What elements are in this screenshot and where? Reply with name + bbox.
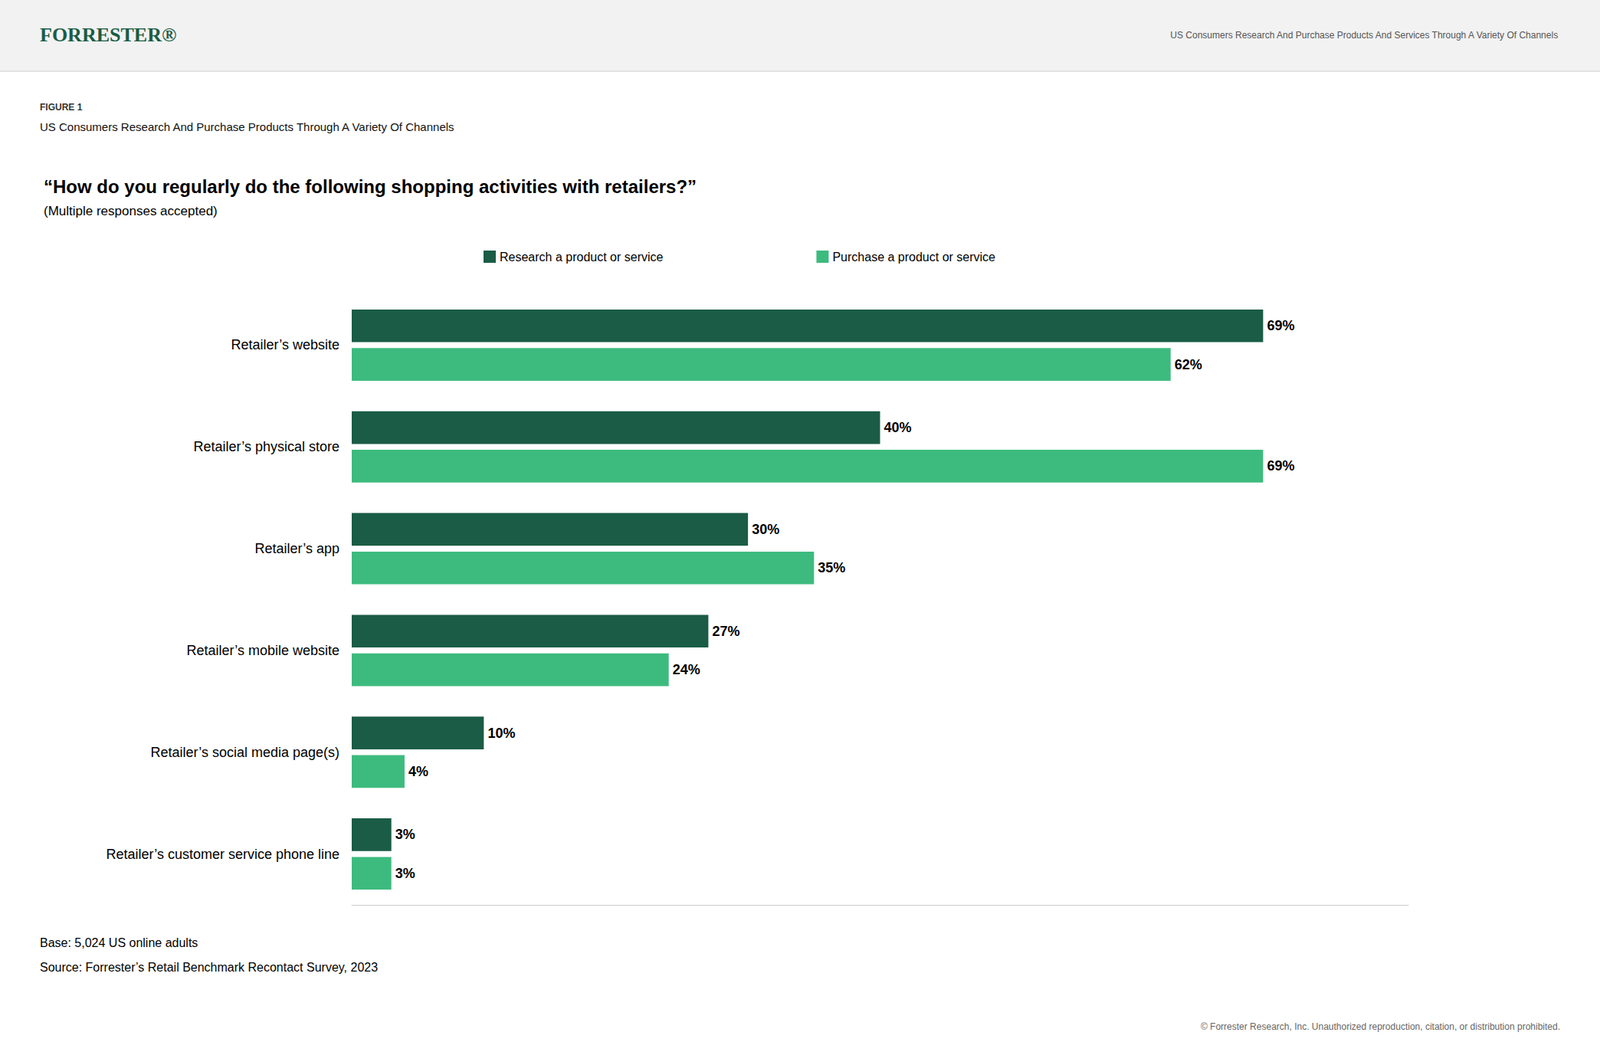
svg-text:40%: 40%: [884, 419, 912, 436]
svg-text:Retailer’s app: Retailer’s app: [255, 540, 340, 557]
svg-text:Research a product or service: Research a product or service: [499, 250, 664, 264]
svg-text:© Forrester Research, Inc. Una: © Forrester Research, Inc. Unauthorized …: [1200, 1021, 1561, 1033]
svg-text:“How do you regularly do the f: “How do you regularly do the following s…: [43, 176, 697, 197]
svg-text:69%: 69%: [1266, 458, 1295, 474]
svg-text:3%: 3%: [395, 865, 416, 882]
svg-text:10%: 10%: [487, 725, 515, 741]
svg-text:24%: 24%: [672, 662, 701, 678]
svg-text:30%: 30%: [751, 521, 780, 538]
svg-text:Retailer’s customer service ph: Retailer’s customer service phone line: [106, 846, 340, 863]
svg-text:Retailer’s website: Retailer’s website: [231, 337, 340, 353]
svg-text:US Consumers Research And Purc: US Consumers Research And Purchase Produ…: [1170, 29, 1558, 41]
svg-text:Retailer’s social media page(s: Retailer’s social media page(s): [150, 744, 340, 761]
svg-text:4%: 4%: [408, 763, 429, 780]
svg-text:Source: Forrester’s Retail Ben: Source: Forrester’s Retail Benchmark Rec…: [39, 960, 378, 974]
svg-text:35%: 35%: [817, 560, 846, 576]
svg-text:27%: 27%: [711, 623, 740, 640]
svg-text:US Consumers Research And Purc: US Consumers Research And Purchase Produ…: [39, 120, 455, 134]
svg-text:FORRESTER®: FORRESTER®: [39, 23, 177, 46]
svg-text:69%: 69%: [1266, 318, 1295, 334]
svg-text:Base: 5,024 US online adults: Base: 5,024 US online adults: [39, 936, 198, 950]
svg-text:Retailer’s mobile website: Retailer’s mobile website: [186, 642, 340, 659]
svg-text:Purchase a product or service: Purchase a product or service: [832, 250, 996, 264]
svg-text:(Multiple responses accepted): (Multiple responses accepted): [43, 203, 218, 219]
svg-text:62%: 62%: [1174, 357, 1203, 373]
svg-text:FIGURE 1: FIGURE 1: [39, 101, 83, 113]
svg-text:Retailer’s physical store: Retailer’s physical store: [193, 439, 340, 455]
svg-text:3%: 3%: [395, 826, 416, 843]
